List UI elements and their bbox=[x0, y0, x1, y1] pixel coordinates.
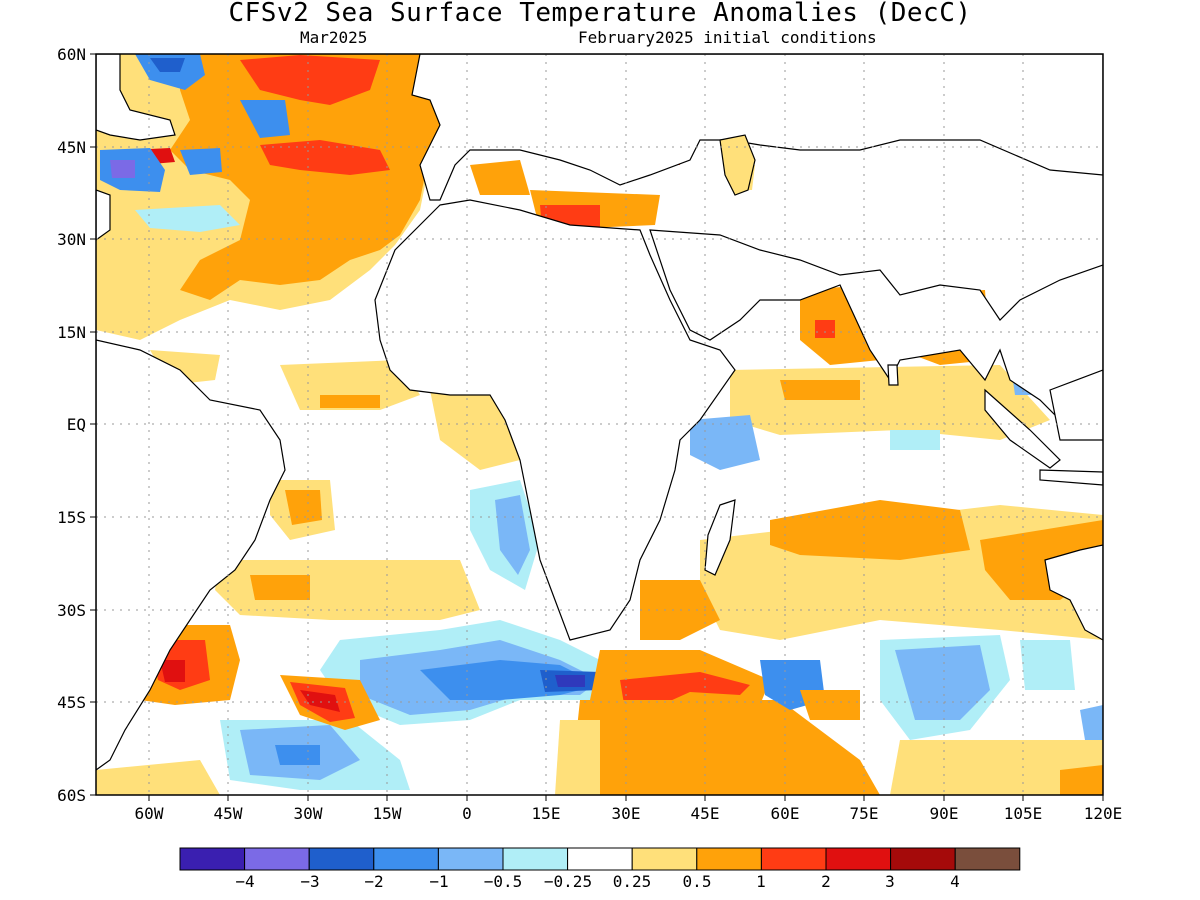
lon-label: 75E bbox=[849, 804, 879, 823]
colorbar-swatch bbox=[696, 847, 762, 871]
colorbar-label: 4 bbox=[950, 872, 960, 891]
lat-label: 30S bbox=[57, 601, 86, 620]
lon-label: 15E bbox=[531, 804, 561, 823]
lon-label: 45E bbox=[690, 804, 720, 823]
lon-label: 45W bbox=[213, 804, 243, 823]
lon-label: 30E bbox=[611, 804, 641, 823]
lon-label: 60E bbox=[770, 804, 800, 823]
colorbar-swatch bbox=[631, 847, 698, 871]
lat-label: 60S bbox=[57, 786, 86, 805]
colorbar-label: −2 bbox=[364, 872, 384, 891]
colorbar-swatch bbox=[954, 847, 1021, 871]
colorbar-swatch bbox=[373, 847, 439, 871]
lat-label: 15S bbox=[57, 508, 86, 527]
colorbar-swatch bbox=[567, 847, 633, 871]
colorbar-swatch bbox=[825, 847, 892, 871]
colorbar-label: 1 bbox=[756, 872, 766, 891]
lon-label: 15W bbox=[372, 804, 402, 823]
colorbar-swatch bbox=[308, 847, 375, 871]
colorbar-label: −1 bbox=[429, 872, 449, 891]
lat-label: EQ bbox=[66, 415, 86, 434]
initial-conditions-label: February2025 initial conditions bbox=[578, 28, 877, 47]
colorbar-label: 2 bbox=[821, 872, 831, 891]
colorbar-swatch bbox=[502, 847, 569, 871]
graticule bbox=[96, 54, 1103, 795]
colorbar-label: −3 bbox=[300, 872, 320, 891]
lat-label: 45N bbox=[57, 138, 86, 157]
colorbar bbox=[179, 847, 1021, 871]
forecast-month: Mar2025 bbox=[300, 28, 368, 47]
colorbar-label: 0.5 bbox=[682, 872, 712, 891]
map-title: CFSv2 Sea Surface Temperature Anomalies … bbox=[228, 0, 972, 28]
coastlines bbox=[96, 54, 1103, 771]
colorbar-label: −4 bbox=[235, 872, 255, 891]
colorbar-swatch bbox=[760, 847, 827, 871]
colorbar-label: −0.25 bbox=[543, 872, 593, 891]
colorbar-swatch bbox=[179, 847, 246, 871]
colorbar-label: −0.5 bbox=[483, 872, 523, 891]
lat-label: 60N bbox=[57, 45, 86, 64]
colorbar-label: 0.25 bbox=[612, 872, 652, 891]
lat-label: 30N bbox=[57, 230, 86, 249]
lon-label: 60W bbox=[134, 804, 164, 823]
lon-label: 105E bbox=[1003, 804, 1043, 823]
lat-label: 15N bbox=[57, 323, 86, 342]
axis-ticks bbox=[90, 53, 1104, 801]
colorbar-swatch bbox=[244, 847, 310, 871]
lon-label: 30W bbox=[293, 804, 323, 823]
lon-label: 90E bbox=[929, 804, 959, 823]
colorbar-swatch bbox=[890, 847, 956, 871]
lat-label: 45S bbox=[57, 693, 86, 712]
colorbar-label: 3 bbox=[885, 872, 895, 891]
lon-label: 120E bbox=[1083, 804, 1123, 823]
colorbar-swatch bbox=[437, 847, 504, 871]
lon-label: 0 bbox=[462, 804, 472, 823]
